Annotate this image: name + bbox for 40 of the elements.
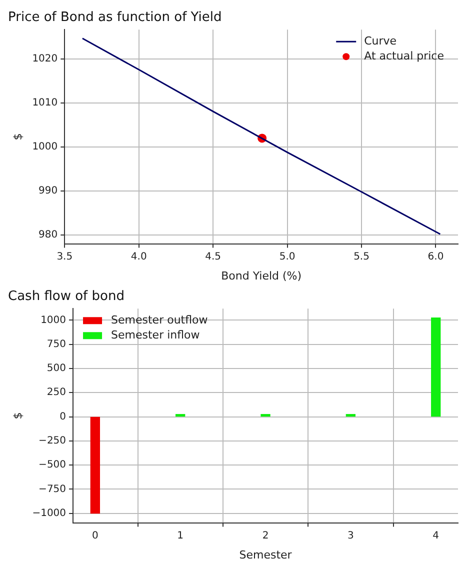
chart-title: Cash flow of bond	[8, 289, 124, 304]
y-tick-label: −250	[38, 436, 66, 446]
y-tick-label: 1020	[32, 54, 58, 65]
x-tick-label: 4.0	[130, 251, 147, 262]
legend-label: Curve	[364, 34, 397, 48]
x-tick-label: 5.5	[354, 251, 370, 262]
y-tick-label: 1000	[40, 314, 66, 326]
x-axis-title: Bond Yield (%)	[221, 269, 302, 282]
x-tick-label: 4.5	[205, 251, 222, 262]
bar	[346, 414, 356, 417]
y-tick-label: −750	[38, 484, 66, 495]
y-tick-label: −1000	[32, 508, 66, 519]
y-tick-label: 980	[38, 230, 58, 241]
x-tick-label: 0	[92, 530, 98, 542]
y-tick-label: 500	[46, 363, 66, 374]
x-tick-label: 6.0	[428, 251, 444, 262]
x-tick-label: 3.5	[56, 251, 73, 262]
bar	[90, 416, 100, 514]
x-tick-label: 1	[177, 530, 184, 542]
y-tick-label: 1000	[32, 142, 58, 153]
bar	[260, 414, 270, 417]
legend-label: At actual price	[364, 49, 444, 62]
y-axis-title: $	[11, 133, 24, 140]
y-tick-label: −500	[38, 460, 66, 471]
bar	[176, 414, 186, 417]
y-tick-label: 250	[46, 387, 66, 398]
y-axis-title: $	[11, 412, 24, 420]
x-axis-title: Semester	[239, 548, 292, 562]
x-tick-label: 4	[432, 530, 440, 542]
bar	[431, 317, 441, 417]
y-tick-label: 0	[60, 411, 66, 422]
x-tick-label: 2	[262, 530, 269, 542]
legend-label: Semester outflow	[111, 313, 208, 326]
y-tick-label: 990	[38, 186, 58, 197]
y-tick-label: 750	[46, 338, 66, 350]
y-tick-label: 1010	[32, 98, 58, 109]
x-tick-label: 5.0	[279, 251, 296, 262]
chart-title: Price of Bond as function of Yield	[8, 10, 222, 26]
legend-label: Semester inflow	[111, 328, 200, 342]
x-tick-label: 3	[347, 530, 354, 542]
